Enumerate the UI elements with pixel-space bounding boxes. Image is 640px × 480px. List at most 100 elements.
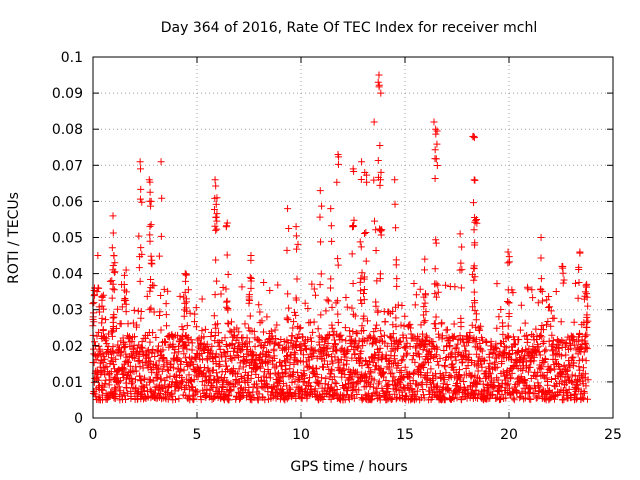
data-point [420, 318, 428, 326]
data-point [180, 366, 188, 374]
data-point [501, 343, 509, 351]
data-point [90, 318, 98, 326]
data-point [569, 353, 577, 361]
data-point [436, 354, 444, 362]
data-point [100, 383, 108, 391]
data-point [221, 349, 229, 357]
data-point [158, 194, 166, 202]
data-point [185, 392, 193, 400]
data-point [323, 352, 331, 360]
data-point [472, 323, 480, 331]
data-point [522, 346, 530, 354]
data-point [431, 290, 439, 298]
data-point [149, 329, 157, 337]
data-point [565, 385, 573, 393]
data-point [530, 353, 538, 361]
data-point [400, 352, 408, 360]
data-point [224, 270, 232, 278]
data-point [391, 352, 399, 360]
data-point [159, 346, 167, 354]
data-point [348, 304, 356, 312]
data-point [164, 395, 172, 403]
data-point [234, 370, 242, 378]
data-point [420, 364, 428, 372]
data-point [421, 299, 429, 307]
data-point [387, 396, 395, 404]
data-point [582, 323, 590, 331]
data-point [358, 322, 366, 330]
data-point [328, 237, 336, 245]
data-point [360, 285, 368, 293]
data-point [553, 336, 561, 344]
data-point [456, 266, 464, 274]
data-point [471, 273, 479, 281]
data-point [552, 288, 560, 296]
data-point [329, 359, 337, 367]
data-point [451, 390, 459, 398]
data-point [200, 363, 208, 371]
data-point [147, 304, 155, 312]
data-point [413, 387, 421, 395]
data-point [259, 328, 267, 336]
data-point [138, 338, 146, 346]
data-point [477, 322, 485, 330]
data-point [209, 384, 217, 392]
data-point [299, 378, 307, 386]
data-point [243, 393, 251, 401]
data-point [439, 390, 447, 398]
data-point [486, 359, 494, 367]
data-point [212, 353, 220, 361]
data-point [382, 377, 390, 385]
data-point [226, 327, 234, 335]
data-point [299, 333, 307, 341]
data-point [582, 343, 590, 351]
data-point [582, 331, 590, 339]
data-point [390, 381, 398, 389]
data-point [576, 366, 584, 374]
data-point [109, 314, 117, 322]
data-point [342, 293, 350, 301]
data-point [471, 241, 479, 249]
data-point [583, 290, 591, 298]
data-point [334, 297, 342, 305]
data-point [392, 224, 400, 232]
data-point [223, 251, 231, 259]
data-point [120, 271, 128, 279]
data-point [504, 286, 512, 294]
x-tick-label: 0 [89, 427, 98, 443]
data-point [284, 316, 292, 324]
data-point [381, 354, 389, 362]
peak-point [470, 176, 478, 184]
data-point [524, 368, 532, 376]
data-point [466, 328, 474, 336]
data-point [103, 340, 111, 348]
data-point [164, 287, 172, 295]
data-point [329, 331, 337, 339]
data-point [109, 326, 117, 334]
data-point [99, 359, 107, 367]
data-point [213, 217, 221, 225]
data-point [263, 359, 271, 367]
data-point [148, 260, 156, 268]
peak-point [432, 125, 440, 133]
data-point [421, 266, 429, 274]
data-point [243, 343, 251, 351]
data-point [341, 353, 349, 361]
data-point [377, 327, 385, 335]
data-point [110, 311, 118, 319]
data-point [360, 296, 368, 304]
data-point [203, 356, 211, 364]
data-point [366, 357, 374, 365]
data-point [212, 182, 220, 190]
data-point [212, 200, 220, 208]
data-point [397, 321, 405, 329]
data-point [288, 378, 296, 386]
data-point [371, 350, 379, 358]
data-point [375, 391, 383, 399]
data-point [363, 171, 371, 179]
data-point [372, 247, 380, 255]
data-point [450, 395, 458, 403]
y-tick-label: 0.03 [52, 303, 83, 319]
data-point [162, 338, 170, 346]
data-point [403, 339, 411, 347]
